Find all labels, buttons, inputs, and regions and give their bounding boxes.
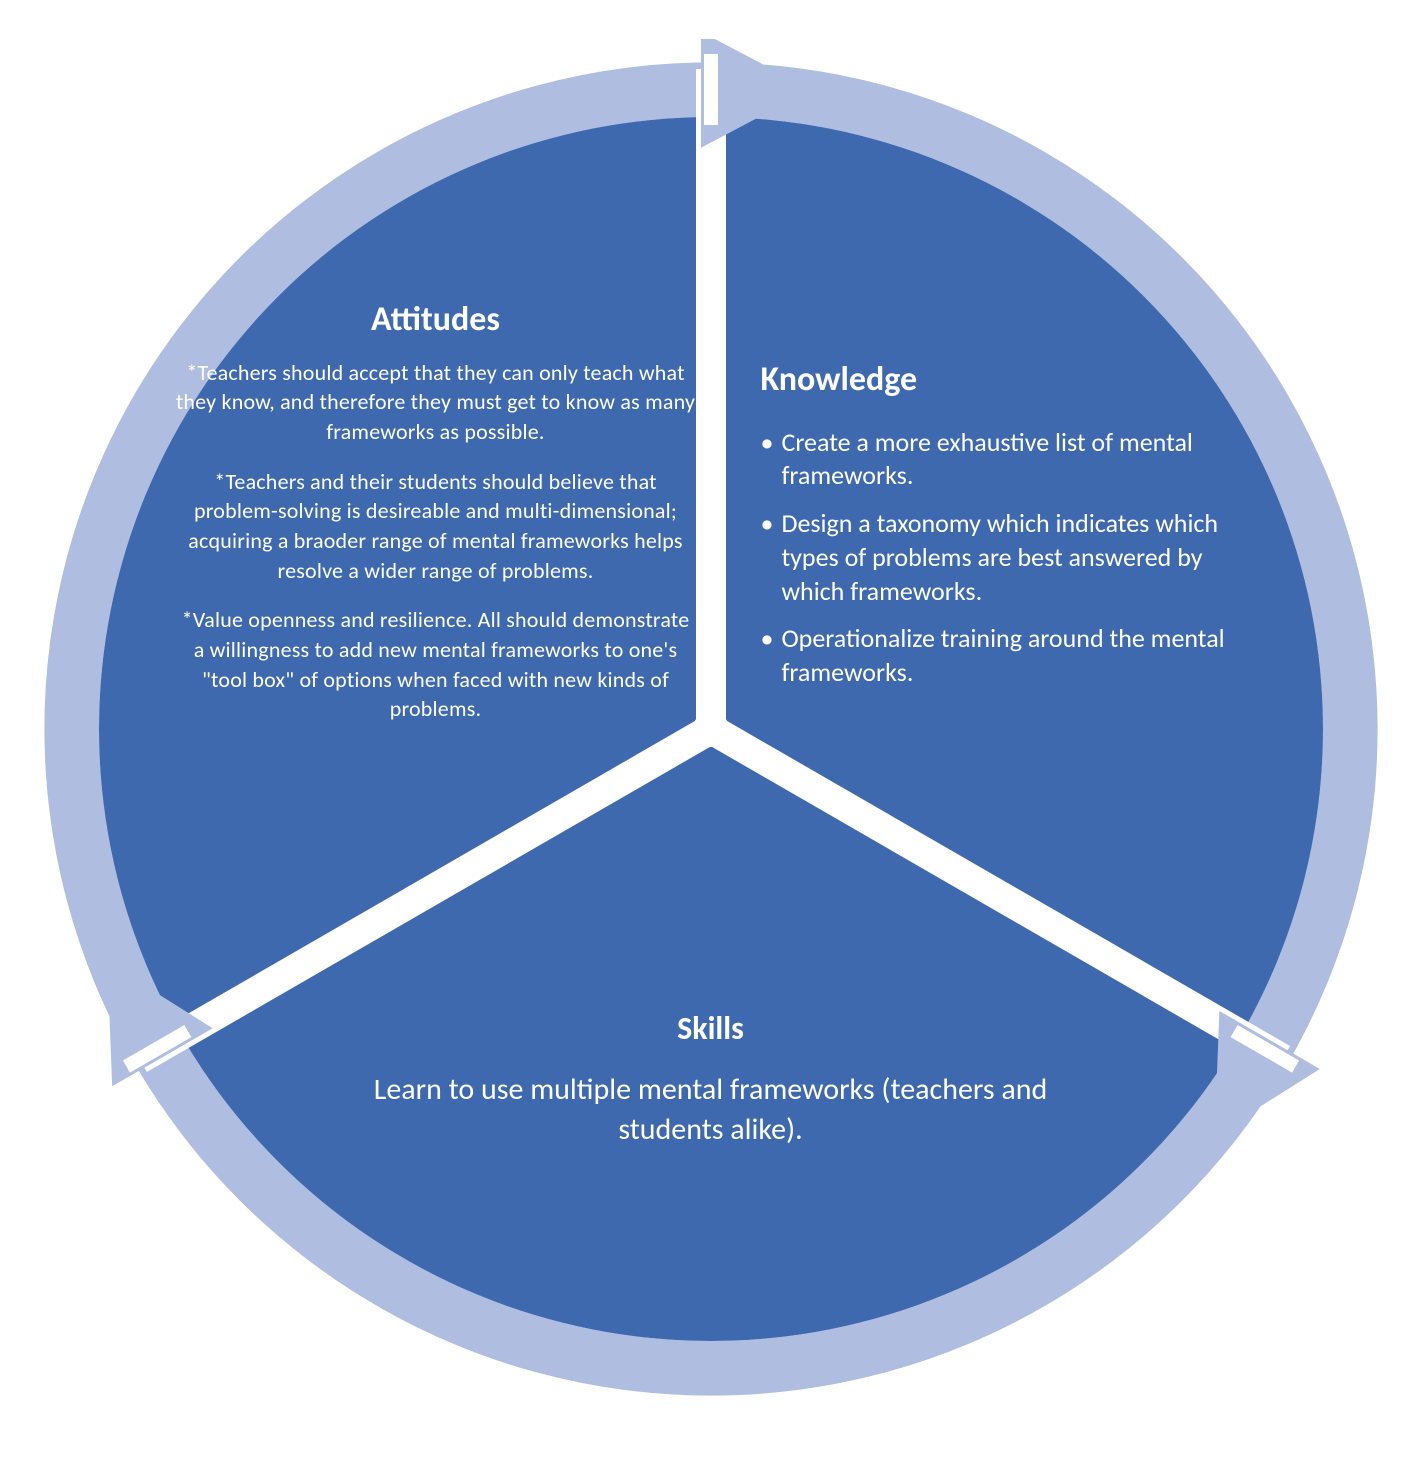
knowledge-bullet-3: Operationalize training around the menta… [761, 622, 1241, 690]
attitudes-title: Attitudes [176, 299, 696, 340]
cycle-diagram: Attitudes *Teachers should accept that t… [21, 39, 1401, 1419]
segment-skills: Skills Learn to use multiple mental fram… [361, 1009, 1061, 1151]
knowledge-bullet-1: Create a more exhaustive list of mental … [761, 426, 1241, 494]
attitudes-bullet-3: *Value openness and resilience. All shou… [176, 605, 696, 724]
attitudes-bullet-1: *Teachers should accept that they can on… [176, 358, 696, 447]
attitudes-bullet-2: *Teachers and their students should beli… [176, 467, 696, 586]
skills-title: Skills [361, 1009, 1061, 1048]
segment-attitudes: Attitudes *Teachers should accept that t… [176, 299, 696, 745]
skills-body: Learn to use multiple mental frameworks … [361, 1070, 1061, 1151]
knowledge-bullet-2: Design a taxonomy which indicates which … [761, 507, 1241, 608]
segment-knowledge: Knowledge Create a more exhaustive list … [761, 359, 1241, 705]
center-hub [693, 711, 729, 747]
knowledge-title: Knowledge [761, 359, 1241, 400]
